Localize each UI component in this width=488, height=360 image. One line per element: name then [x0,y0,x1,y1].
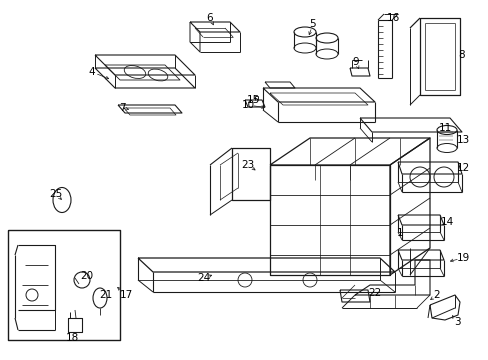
Text: 25: 25 [49,189,62,199]
Text: 13: 13 [455,135,468,145]
Text: 20: 20 [80,271,93,281]
Text: 19: 19 [455,253,468,263]
Text: 7: 7 [119,103,125,113]
Text: 16: 16 [386,13,399,23]
Text: 6: 6 [206,13,213,23]
Text: 15: 15 [246,95,259,105]
Text: 4: 4 [88,67,95,77]
Text: 1: 1 [396,228,403,238]
Text: 21: 21 [99,290,112,300]
Text: 2: 2 [433,290,439,300]
Text: 17: 17 [119,290,132,300]
Text: 23: 23 [241,160,254,170]
Text: 11: 11 [437,123,451,133]
Text: 10: 10 [241,100,254,110]
Text: 5: 5 [309,19,316,29]
Text: 9: 9 [352,57,359,67]
Text: 8: 8 [458,50,465,60]
Text: 22: 22 [367,288,381,298]
Text: 14: 14 [440,217,453,227]
Text: 18: 18 [65,333,79,343]
Text: 3: 3 [453,317,459,327]
Text: 12: 12 [455,163,468,173]
Text: 24: 24 [197,273,210,283]
